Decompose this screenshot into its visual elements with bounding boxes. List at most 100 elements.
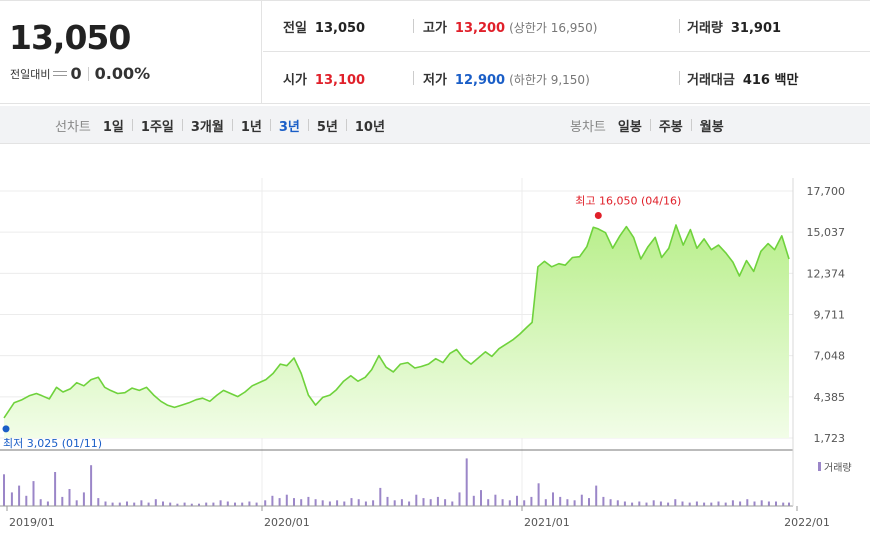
open-price: 시가 13,100 <box>283 69 365 88</box>
volume-bar <box>501 499 504 506</box>
volume-bar <box>566 499 569 506</box>
volume-bar <box>638 501 641 506</box>
quote-summary: 13,050 전일대비 0 0.00% 전일 13,050 고가 13,200 … <box>0 0 870 104</box>
period-1d[interactable]: 1일 <box>102 119 124 135</box>
volume-bar <box>580 494 583 506</box>
volume-value: 31,901 <box>730 21 782 36</box>
divider <box>690 119 692 131</box>
divider <box>231 119 233 131</box>
volume-bar <box>645 502 648 506</box>
volume-bar <box>588 498 590 506</box>
current-price-panel: 13,050 전일대비 0 0.00% <box>0 1 262 104</box>
volume-bar <box>516 495 518 506</box>
period-5y[interactable]: 5년 <box>316 119 338 135</box>
volume-bar <box>436 496 439 506</box>
period-10y[interactable]: 10년 <box>354 119 385 135</box>
volume-bar <box>162 501 164 506</box>
volume-bar <box>183 502 186 506</box>
volume-bar <box>364 501 367 506</box>
divider <box>307 119 309 131</box>
volume-bar <box>400 499 403 506</box>
volume-bar <box>415 494 418 506</box>
candle-daily[interactable]: 일봉 <box>617 119 642 135</box>
day-high-label: 고가 <box>423 21 447 36</box>
volume-bar <box>573 500 576 506</box>
divider <box>679 71 680 85</box>
volume: 거래량 31,901 <box>687 17 781 36</box>
upper-limit: (상한가 16,950) <box>509 21 598 35</box>
chart-axes: 17,700 15,037 12,374 9,711 7,048 4,385 1,723 20… <box>0 178 852 529</box>
volume-bar <box>523 500 526 506</box>
volume-bar <box>126 501 128 506</box>
volume-bar <box>18 485 21 506</box>
candle-weekly[interactable]: 주봉 <box>658 119 683 135</box>
volume-bar <box>458 492 461 506</box>
volume-bar <box>760 500 763 506</box>
volume-bar <box>609 499 612 506</box>
volume-bar <box>494 494 497 506</box>
volume-bar <box>487 499 490 506</box>
volume-bar <box>54 472 57 506</box>
day-high-value: 13,200 <box>454 21 506 36</box>
divider <box>87 66 89 81</box>
volume-bar <box>480 490 482 506</box>
volume-bar <box>104 501 107 506</box>
day-low-value: 12,900 <box>454 73 506 88</box>
volume-bar <box>623 501 626 506</box>
volume-bar <box>552 492 554 506</box>
volume-bar <box>544 499 547 506</box>
volume-label: 거래량 <box>687 21 723 36</box>
volume-bar <box>147 502 150 506</box>
open-price-value: 13,100 <box>314 73 366 88</box>
volume-bar <box>386 496 389 506</box>
volume-bar <box>271 495 274 506</box>
period-3y[interactable]: 3년 <box>278 119 300 135</box>
day-low-label: 저가 <box>423 73 447 88</box>
volume-bar <box>674 499 677 506</box>
divider <box>649 119 651 131</box>
quote-row-2: 시가 13,100 저가 12,900 (하한가 9,150) 거래대금 416… <box>263 52 870 103</box>
prev-close-value: 13,050 <box>314 21 366 36</box>
volume-bar <box>3 474 5 506</box>
volume-bar <box>328 501 331 506</box>
period-3m[interactable]: 3개월 <box>190 119 224 135</box>
trade-amount-value: 416 백만 <box>742 73 799 88</box>
quote-row-1: 전일 13,050 고가 13,200 (상한가 16,950) 거래량 31,… <box>263 1 870 52</box>
volume-bar <box>321 500 324 506</box>
volume-bar <box>681 501 684 506</box>
volume-bar <box>688 502 691 506</box>
change-rate: 0.00% <box>94 64 151 83</box>
volume-bar <box>61 496 64 506</box>
volume-bar <box>278 498 281 506</box>
volume-bar <box>530 496 533 506</box>
change-value: 0 <box>70 64 82 83</box>
x-tick-label: 2022/01 <box>784 516 830 529</box>
divider <box>345 119 347 131</box>
price-line <box>3 224 790 419</box>
volume-bar <box>724 502 727 506</box>
volume-bar <box>264 500 267 506</box>
lower-limit: (하한가 9,150) <box>509 73 590 87</box>
volume-bar <box>32 481 35 506</box>
volume-bar <box>788 502 790 506</box>
candle-monthly[interactable]: 월봉 <box>699 119 724 135</box>
prev-close-label: 전일 <box>283 21 307 36</box>
volume-bar <box>372 500 375 506</box>
volume-bar <box>631 502 634 506</box>
x-tick-label: 2020/01 <box>264 516 310 529</box>
volume-bar <box>350 498 353 506</box>
y-tick-label: 17,700 <box>807 185 846 198</box>
divider <box>269 119 271 131</box>
trade-amount: 거래대금 416 백만 <box>687 69 798 88</box>
volume-bar <box>25 495 28 506</box>
volume-bar <box>739 501 742 506</box>
volume-bar <box>314 499 317 506</box>
volume-legend: 거래량 <box>824 462 852 474</box>
period-1y[interactable]: 1년 <box>240 119 262 135</box>
day-high: 고가 13,200 (상한가 16,950) <box>423 17 597 36</box>
volume-bar <box>775 501 777 506</box>
divider <box>413 19 414 33</box>
volume-bar <box>429 499 432 506</box>
volume-bar <box>357 499 360 506</box>
period-1w[interactable]: 1주일 <box>140 119 174 135</box>
